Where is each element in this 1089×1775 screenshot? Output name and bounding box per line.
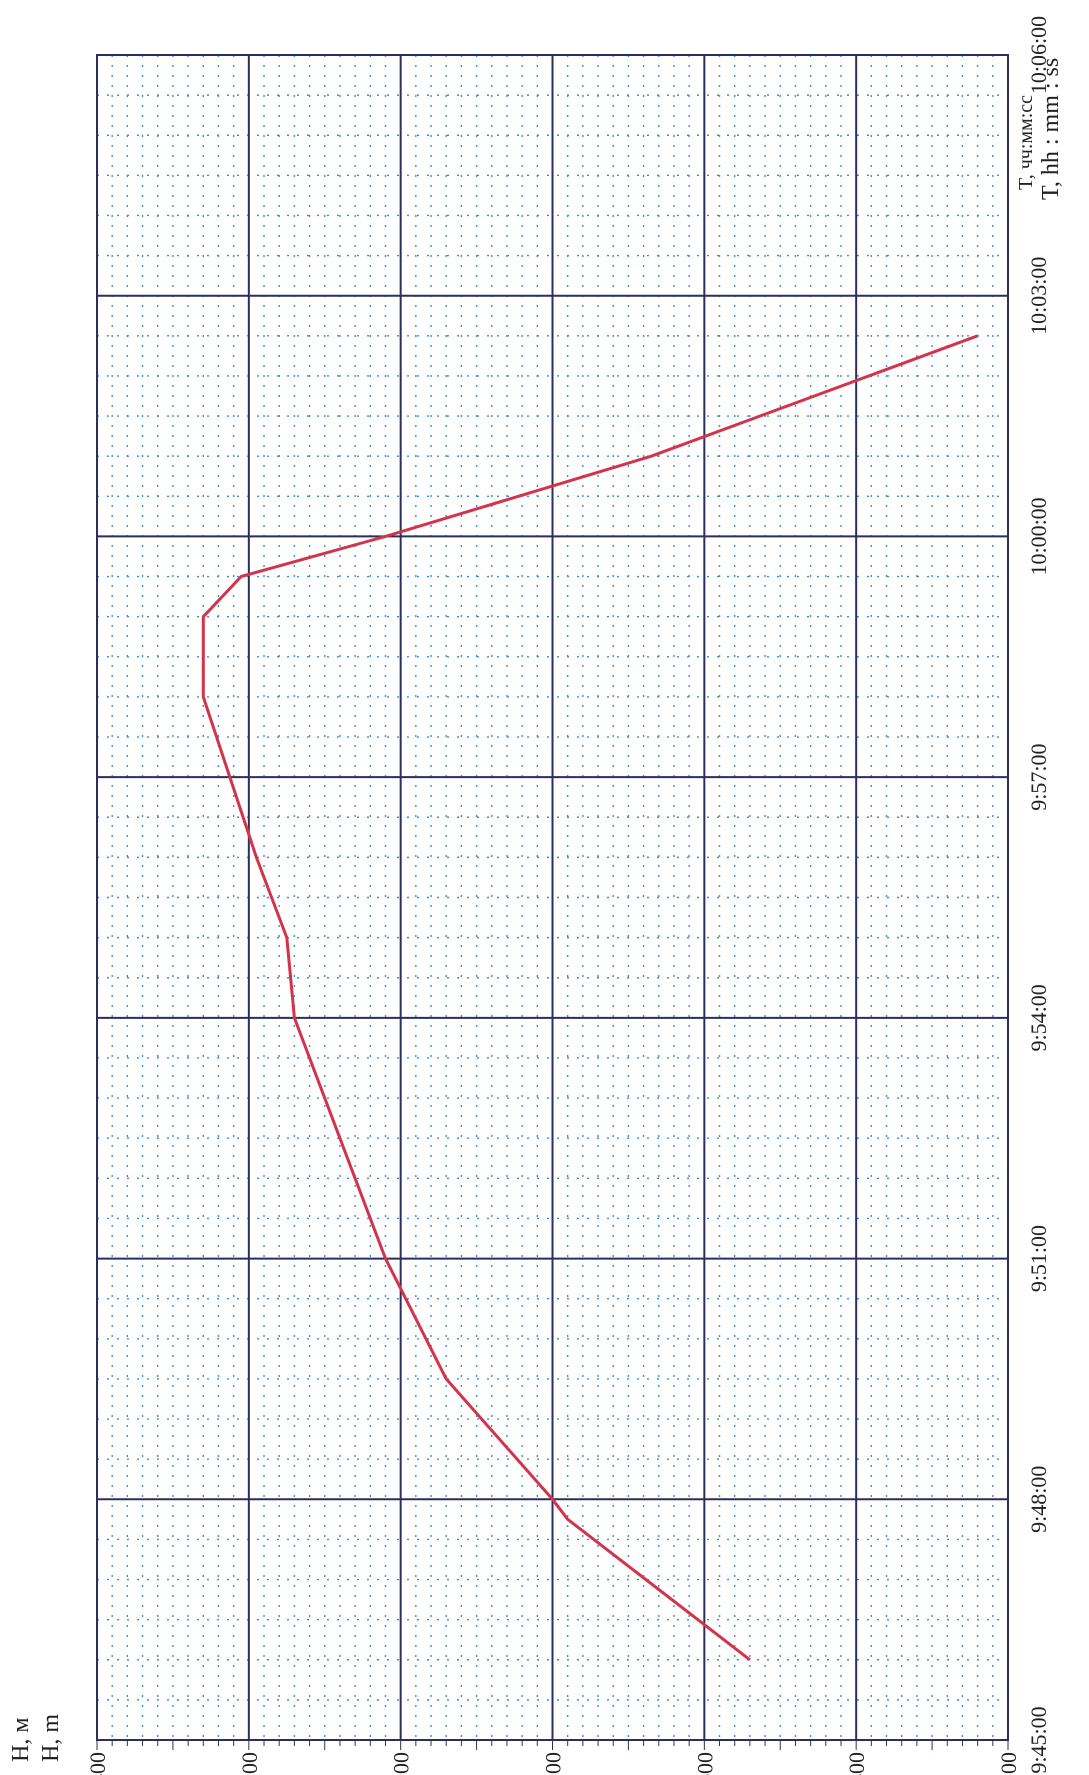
height-axis-title-ru: H, м [8, 1717, 34, 1762]
height-tick-label: 8000 [389, 1752, 414, 1775]
time-tick-label: 10:00:00 [1026, 497, 1051, 575]
height-tick-label: 8200 [237, 1752, 262, 1775]
height-tick-label: 7600 [692, 1752, 717, 1775]
time-tick-label: 9:54:00 [1026, 984, 1051, 1051]
height-tick-label: 7200 [996, 1752, 1021, 1775]
time-axis-title-ru: T, чч:мм:сс [1015, 95, 1037, 190]
height-axis-ticks: 8400 8200 8000 7800 7600 7400 7200 [85, 1740, 1021, 1775]
major-gridlines [96, 54, 1009, 1741]
time-tick-label: 9:51:00 [1026, 1225, 1051, 1292]
time-tick-label: 9:45:00 [1026, 1706, 1051, 1773]
height-tick-label: 7400 [844, 1752, 869, 1775]
time-tick-label: 10:06:00 [1026, 16, 1051, 94]
height-axis-title-en: H, m [38, 1714, 64, 1762]
altitude-series-line [201, 334, 979, 1661]
height-tick-label: 7800 [541, 1752, 566, 1775]
time-axis-ticks: 9:45:00 9:48:00 9:51:00 9:54:00 9:57:00 10:00… [1026, 16, 1051, 1774]
height-tick-label: 8400 [85, 1752, 110, 1775]
time-tick-label: 9:48:00 [1026, 1466, 1051, 1533]
time-axis-title-en: T, hh : mm : ss [1038, 58, 1064, 200]
time-tick-label: 10:03:00 [1026, 257, 1051, 335]
time-tick-label: 9:57:00 [1026, 744, 1051, 811]
